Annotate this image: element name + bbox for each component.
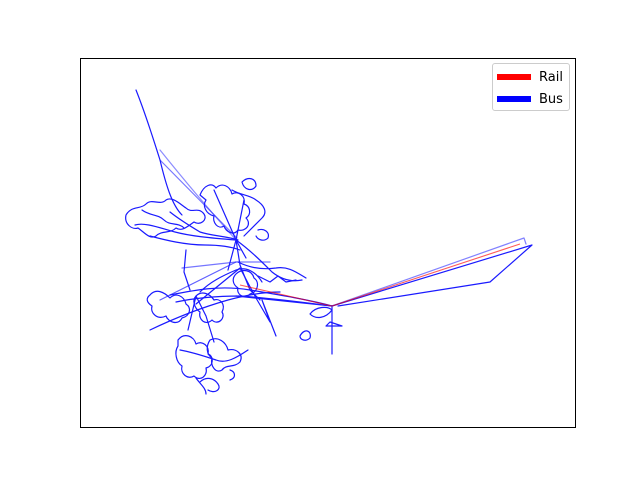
bus-route	[146, 290, 191, 324]
legend-entry-bus: Bus	[493, 89, 563, 109]
bus-route	[159, 261, 237, 301]
legend-entry-rail: Rail	[493, 67, 563, 87]
bus-route	[195, 377, 207, 395]
bus-route	[125, 198, 206, 238]
bus-route	[135, 89, 183, 216]
bus-route	[255, 228, 269, 241]
bus-route	[175, 335, 213, 380]
bus-route	[169, 211, 239, 241]
bus-route	[199, 377, 220, 393]
bus-route	[257, 275, 297, 283]
rail-swatch	[497, 74, 531, 80]
legend-label-rail: Rail	[539, 69, 563, 85]
rail-route	[239, 243, 521, 307]
bus-route	[235, 239, 303, 282]
bus-route	[241, 177, 257, 191]
bus-route	[325, 321, 343, 327]
bus-route	[159, 149, 237, 241]
bus-route	[179, 349, 249, 362]
bus-route	[141, 209, 185, 229]
bus-route	[134, 223, 237, 241]
bus-route	[232, 269, 259, 298]
bus-route	[299, 330, 311, 341]
map-legend: Rail Bus	[492, 63, 570, 111]
bus-route	[199, 184, 251, 234]
bus-route	[235, 244, 533, 307]
bus-route	[199, 268, 263, 293]
bus-route	[149, 235, 241, 251]
bus-route	[331, 237, 527, 307]
bus-swatch	[497, 96, 531, 102]
bus-route	[195, 267, 277, 337]
map-axes-frame	[80, 58, 576, 428]
bus-route	[309, 306, 333, 319]
bus-route-lines	[125, 89, 533, 395]
bus-route	[193, 292, 224, 324]
bus-route	[213, 189, 237, 271]
bus-route	[183, 249, 191, 291]
rail-route-lines	[239, 243, 521, 307]
bus-route	[187, 295, 215, 343]
bus-route	[206, 338, 242, 372]
bus-route	[159, 159, 238, 239]
bus-route	[229, 369, 236, 381]
bus-route	[237, 261, 307, 279]
bus-route	[231, 189, 266, 237]
legend-label-bus: Bus	[539, 91, 563, 107]
